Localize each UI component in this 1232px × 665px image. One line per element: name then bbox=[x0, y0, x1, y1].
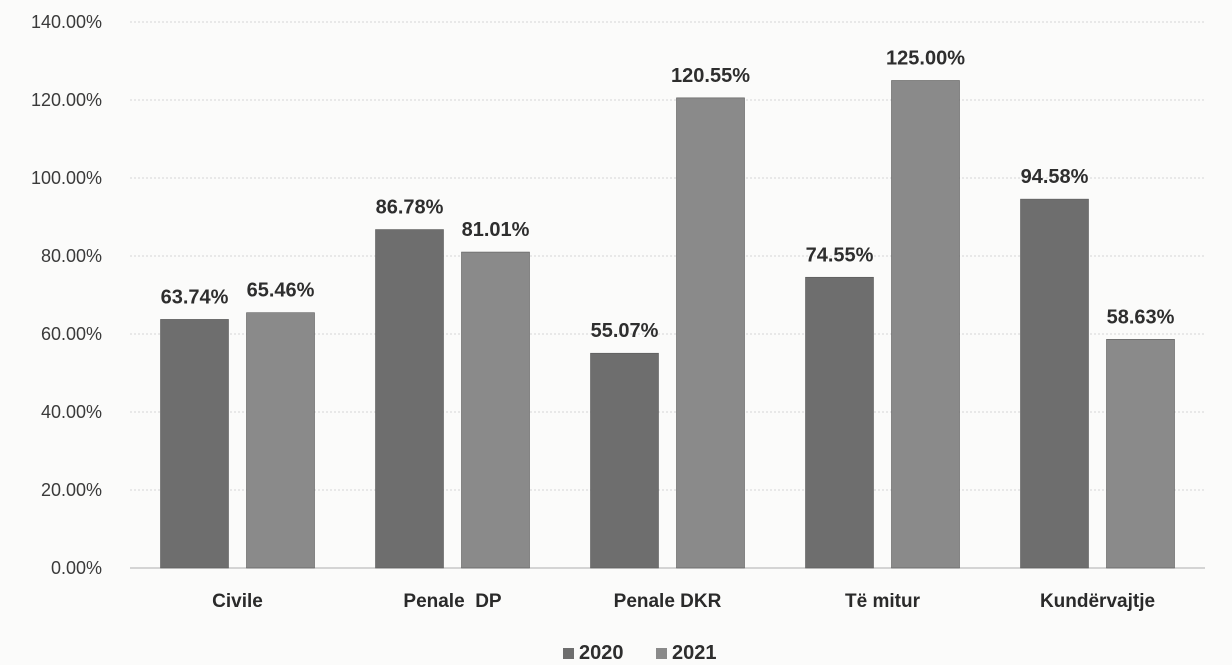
y-tick-label: 140.00% bbox=[31, 12, 102, 32]
data-label-2021-3: 125.00% bbox=[886, 48, 965, 70]
y-tick-label: 80.00% bbox=[41, 246, 102, 266]
data-labels: 63.74% 65.46% 86.78% 81.01% 55.07% 120.55% 74.… bbox=[161, 48, 1175, 343]
bar-2020-4 bbox=[1020, 198, 1089, 569]
bar-2020-3 bbox=[805, 276, 874, 569]
bars bbox=[160, 80, 1175, 569]
bar-2020-0 bbox=[160, 319, 229, 569]
data-label-2021-1: 81.01% bbox=[462, 219, 530, 241]
category-label: Të mitur bbox=[845, 591, 921, 612]
x-axis-category-labels: Civile Penale DP Penale DKR Të mitur Kundërv… bbox=[212, 591, 1155, 612]
bar-2020-1 bbox=[375, 229, 444, 569]
data-label-2020-4: 94.58% bbox=[1021, 166, 1089, 188]
bar-2021-4 bbox=[1106, 339, 1175, 569]
y-tick-label: 40.00% bbox=[41, 402, 102, 422]
legend-swatch-2020 bbox=[563, 648, 574, 659]
y-tick-label: 100.00% bbox=[31, 168, 102, 188]
data-label-2020-3: 74.55% bbox=[806, 244, 874, 266]
data-label-2020-1: 86.78% bbox=[376, 197, 444, 219]
y-tick-label: 120.00% bbox=[31, 90, 102, 110]
y-tick-label: 20.00% bbox=[41, 480, 102, 500]
data-label-2020-0: 63.74% bbox=[161, 286, 229, 308]
category-label: Penale DP bbox=[403, 591, 502, 612]
data-label-2021-0: 65.46% bbox=[247, 280, 315, 302]
bar-2020-2 bbox=[590, 352, 659, 569]
legend: 2020 2021 bbox=[563, 642, 717, 664]
data-label-2020-2: 55.07% bbox=[591, 320, 659, 342]
category-label: Penale DKR bbox=[614, 591, 722, 612]
y-axis-tick-labels: 0.00% 20.00% 40.00% 60.00% 80.00% 100.00% 120.… bbox=[31, 12, 102, 578]
y-tick-label: 0.00% bbox=[51, 558, 102, 578]
category-label: Kundërvajtje bbox=[1040, 591, 1155, 612]
bar-2021-1 bbox=[461, 251, 530, 569]
y-tick-label: 60.00% bbox=[41, 324, 102, 344]
legend-label-2020: 2020 bbox=[579, 642, 624, 664]
bar-2021-2 bbox=[676, 97, 745, 569]
category-label: Civile bbox=[212, 591, 263, 612]
legend-label-2021: 2021 bbox=[672, 642, 717, 664]
data-label-2021-4: 58.63% bbox=[1107, 306, 1175, 328]
bar-2021-3 bbox=[891, 80, 960, 569]
bar-2021-0 bbox=[246, 312, 315, 569]
data-label-2021-2: 120.55% bbox=[671, 65, 750, 87]
legend-swatch-2021 bbox=[656, 648, 667, 659]
